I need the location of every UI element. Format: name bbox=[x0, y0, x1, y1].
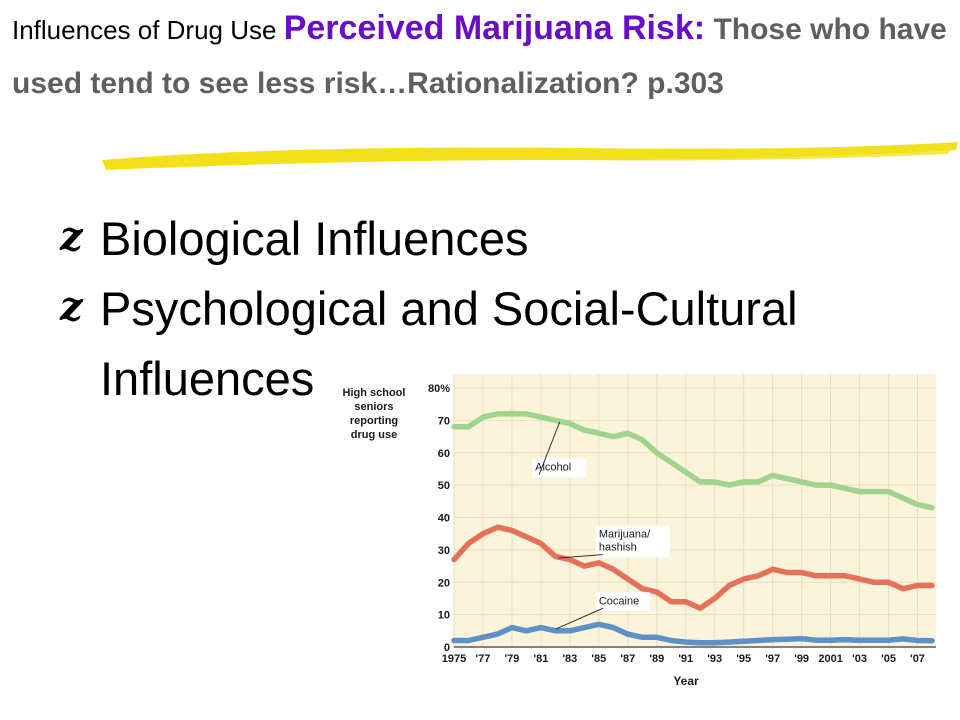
y-axis-label-line: seniors bbox=[354, 401, 393, 413]
title-accent: Perceived Marijuana Risk: bbox=[283, 9, 706, 47]
series-label-line: Alcohol bbox=[535, 462, 571, 474]
title-rest: Those who have used tend to see less ris… bbox=[12, 13, 947, 100]
y-tick-label: 50 bbox=[438, 480, 450, 492]
series-label-alcohol: Alcohol bbox=[535, 462, 571, 474]
drug-use-chart: 0 10 20 30 40 50 60 70 80% 1975 '77 '79 '81 '83 '85 '8… bbox=[336, 358, 936, 698]
bullet-marker-icon: z bbox=[60, 213, 83, 260]
x-tick-label: '87 bbox=[620, 653, 635, 665]
y-tick-label: 0 bbox=[444, 642, 450, 654]
series-label-line: Cocaine bbox=[599, 595, 639, 607]
series-line-alcohol bbox=[451, 411, 935, 511]
title-prefix: Influences of Drug Use bbox=[12, 15, 284, 45]
x-tick-label: '05 bbox=[881, 653, 896, 665]
bullet-marker-icon: z bbox=[60, 283, 83, 330]
annotation-leader-line bbox=[538, 421, 561, 475]
grid-lines bbox=[453, 374, 936, 648]
bullet-item: z Biological Influences bbox=[60, 204, 940, 274]
bullet-list: z Biological Influences z Psychological … bbox=[60, 204, 940, 414]
annotation-box bbox=[595, 525, 670, 558]
series-label-marijuana: Marijuana/hashish bbox=[599, 529, 651, 554]
x-tick-labels: 1975 '77 '79 '81 '83 '85 '87 '89 '91 '93 '95 '97 '99… bbox=[442, 653, 925, 665]
y-tick-label: 60 bbox=[438, 448, 450, 460]
y-tick-label: 20 bbox=[438, 577, 450, 589]
annotation-leader-line bbox=[555, 607, 604, 630]
y-axis-label-line: reporting bbox=[350, 415, 398, 427]
annotation-box bbox=[595, 592, 651, 612]
y-tick-label: 30 bbox=[438, 545, 450, 557]
x-tick-label: '83 bbox=[562, 653, 577, 665]
x-tick-label: '91 bbox=[678, 653, 693, 665]
x-tick-label: '03 bbox=[852, 653, 867, 665]
annotation-leader-line bbox=[558, 554, 603, 559]
y-tick-label: 70 bbox=[438, 415, 450, 427]
x-tick-label: '99 bbox=[794, 653, 809, 665]
x-axis-label: Year bbox=[673, 674, 699, 688]
x-tick-label: '79 bbox=[505, 653, 520, 665]
x-tick-label: '97 bbox=[765, 653, 780, 665]
series-line-cocaine bbox=[451, 621, 935, 646]
x-tick-label: 1975 bbox=[442, 653, 466, 665]
series-label-cocaine: Cocaine bbox=[599, 595, 639, 607]
series-annotations: Alcohol Marijuana/hashish Cocaine bbox=[532, 421, 670, 630]
x-tick-label: '89 bbox=[649, 653, 664, 665]
x-tick-label: '81 bbox=[533, 653, 548, 665]
x-tick-label: '85 bbox=[591, 653, 606, 665]
y-tick-label: 40 bbox=[438, 513, 450, 525]
series-lines bbox=[451, 411, 935, 646]
plot-background bbox=[454, 374, 936, 647]
chart-svg: 0 10 20 30 40 50 60 70 80% 1975 '77 '79 '81 '83 '85 '8… bbox=[343, 374, 936, 688]
bullet-text: Biological Influences bbox=[100, 212, 529, 265]
x-tick-label: '77 bbox=[476, 653, 491, 665]
y-tick-label: 80% bbox=[428, 383, 450, 395]
annotation-box bbox=[532, 458, 587, 478]
x-tick-label: 2001 bbox=[818, 653, 842, 665]
title-underline-brush bbox=[102, 142, 958, 170]
series-line-marijuana bbox=[451, 524, 935, 611]
series-label-line: hashish bbox=[599, 542, 637, 554]
y-axis-label-line: High school bbox=[343, 387, 406, 399]
x-tick-label: '93 bbox=[707, 653, 722, 665]
x-tick-label: '95 bbox=[736, 653, 751, 665]
y-axis-label: High school seniors reporting drug use bbox=[343, 387, 406, 441]
bullet-text: Psychological and Social-Cultural Influe… bbox=[100, 282, 798, 405]
bullet-item: z Psychological and Social-Cultural Infl… bbox=[60, 274, 940, 414]
slide-title: Influences of Drug Use Perceived Marijua… bbox=[12, 2, 952, 111]
y-tick-label: 10 bbox=[438, 610, 450, 622]
series-label-line: Marijuana/ bbox=[599, 529, 651, 541]
y-tick-labels: 0 10 20 30 40 50 60 70 80% bbox=[428, 383, 450, 654]
x-tick-label: '07 bbox=[910, 653, 925, 665]
y-axis-label-line: drug use bbox=[351, 429, 397, 441]
